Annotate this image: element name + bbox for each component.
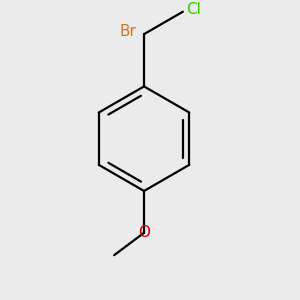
Text: Cl: Cl — [186, 2, 201, 17]
Text: O: O — [138, 225, 150, 240]
Text: Br: Br — [120, 24, 136, 39]
